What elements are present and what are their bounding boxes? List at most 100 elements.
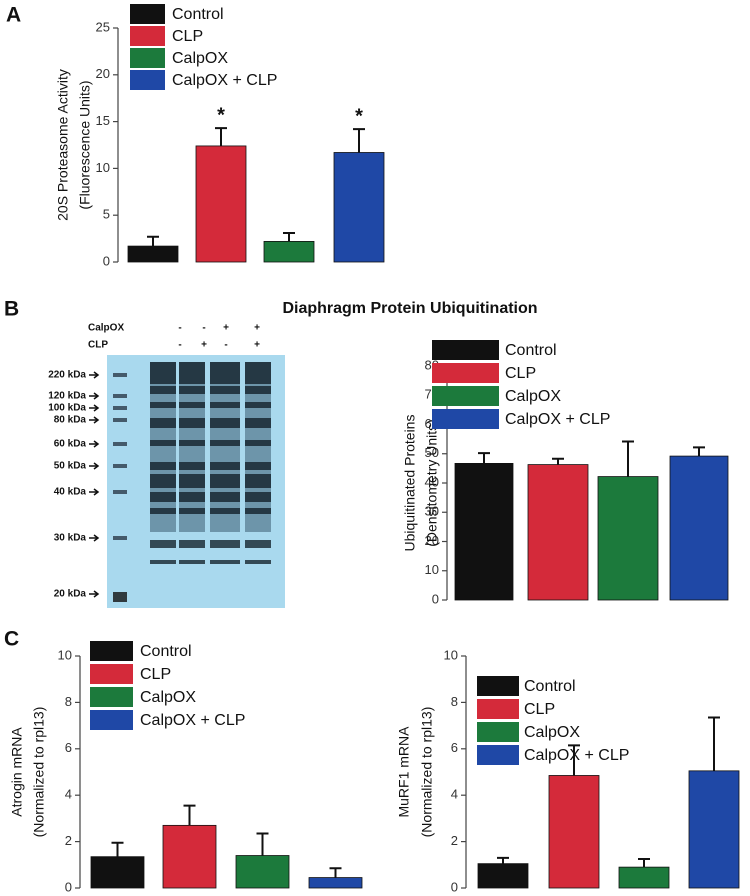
lane-band bbox=[150, 462, 176, 470]
marker-arrow bbox=[89, 488, 100, 496]
lane-band bbox=[179, 540, 205, 548]
lane-band bbox=[245, 508, 271, 514]
marker-arrow bbox=[89, 392, 100, 400]
bar bbox=[688, 770, 740, 889]
bar bbox=[308, 877, 363, 889]
error-bar bbox=[552, 457, 564, 465]
lane-band bbox=[179, 560, 205, 564]
marker-arrow bbox=[89, 371, 100, 379]
blot-sign: + bbox=[254, 340, 260, 351]
legend-label: Control bbox=[524, 678, 576, 695]
bar bbox=[597, 476, 659, 601]
bar bbox=[454, 463, 514, 601]
legend-label: CLP bbox=[172, 28, 203, 45]
legend-label: CalpOX bbox=[140, 689, 196, 706]
y-tick-label: 0 bbox=[65, 879, 72, 894]
blot-marker: 30 kDa bbox=[54, 533, 87, 544]
error-bar bbox=[693, 446, 705, 457]
blot-sign: - bbox=[178, 340, 181, 351]
lane-band bbox=[179, 418, 205, 428]
lane-band bbox=[179, 386, 205, 394]
marker-arrow bbox=[89, 534, 100, 542]
marker-arrow bbox=[89, 404, 100, 412]
ladder-band bbox=[113, 406, 127, 410]
blot-marker: 120 kDa bbox=[48, 391, 86, 402]
bar bbox=[527, 464, 589, 601]
lane-band bbox=[245, 540, 271, 548]
significance-marker: * bbox=[217, 104, 225, 126]
bar bbox=[669, 455, 729, 601]
lane-band bbox=[245, 440, 271, 446]
legend-label: Control bbox=[505, 342, 557, 359]
marker-arrow bbox=[89, 440, 100, 448]
y-tick-label: 0 bbox=[432, 591, 439, 606]
legend-label: CalpOX bbox=[524, 724, 580, 741]
bar bbox=[333, 152, 385, 263]
y-tick-label: 5 bbox=[103, 207, 110, 222]
blot-row-label: CLP bbox=[88, 340, 108, 351]
y-tick-label: 10 bbox=[425, 562, 439, 577]
lane-band bbox=[179, 440, 205, 446]
lane-band bbox=[245, 362, 271, 384]
ladder-band bbox=[113, 536, 127, 540]
legend-label: CalpOX + CLP bbox=[172, 72, 277, 89]
lane-band bbox=[245, 402, 271, 408]
bar bbox=[477, 863, 529, 889]
y-tick-label: 40 bbox=[425, 474, 439, 489]
legend-label: CalpOX + CLP bbox=[524, 747, 629, 764]
ladder-band bbox=[113, 592, 127, 602]
bar bbox=[127, 245, 179, 263]
lane-band bbox=[245, 386, 271, 394]
y-tick-label: 20 bbox=[425, 533, 439, 548]
blot-marker: 100 kDa bbox=[48, 403, 86, 414]
lane-band bbox=[245, 492, 271, 502]
ladder-band bbox=[113, 418, 127, 422]
legend-swatch bbox=[90, 664, 133, 684]
lane-band bbox=[210, 440, 240, 446]
lane-band bbox=[179, 492, 205, 502]
y-tick-label: 2 bbox=[451, 833, 458, 848]
y-axis-label: 20S Proteasome Activity bbox=[55, 69, 71, 221]
legend-swatch bbox=[130, 4, 165, 24]
lane-band bbox=[179, 362, 205, 384]
marker-arrow bbox=[89, 416, 100, 424]
legend-swatch bbox=[130, 26, 165, 46]
y-tick-label: 10 bbox=[58, 647, 72, 662]
legend-swatch bbox=[90, 687, 133, 707]
y-axis-label: MuRF1 mRNA bbox=[396, 726, 412, 818]
error-bar bbox=[478, 452, 490, 464]
y-tick-label: 15 bbox=[96, 113, 110, 128]
ladder-band bbox=[113, 373, 127, 377]
legend-label: CalpOX + CLP bbox=[505, 411, 610, 428]
lane-band bbox=[150, 560, 176, 564]
legend-label: Control bbox=[140, 643, 192, 660]
y-axis-label: (Normalized to rpl13) bbox=[419, 707, 435, 838]
ladder-band bbox=[113, 490, 127, 494]
chart-title: Diaphragm Protein Ubiquitination bbox=[282, 300, 537, 317]
error-bar bbox=[497, 856, 509, 864]
legend-swatch bbox=[432, 409, 499, 429]
y-axis-label: Atrogin mRNA bbox=[9, 727, 25, 817]
y-axis-label: (Normalized to rpl13) bbox=[31, 707, 47, 838]
lane-band bbox=[245, 560, 271, 564]
blot-bands bbox=[113, 362, 271, 602]
blot-sign: - bbox=[178, 323, 181, 334]
bar bbox=[263, 241, 315, 263]
legend-swatch bbox=[477, 722, 519, 742]
lane-band bbox=[245, 474, 271, 488]
blot-marker: 20 kDa bbox=[54, 589, 87, 600]
lane-band bbox=[210, 418, 240, 428]
y-tick-label: 20 bbox=[96, 66, 110, 81]
lane-band bbox=[210, 362, 240, 384]
blot-marker: 60 kDa bbox=[54, 439, 87, 450]
lane-band bbox=[150, 386, 176, 394]
y-tick-label: 30 bbox=[425, 504, 439, 519]
bar bbox=[195, 145, 247, 263]
ladder-band bbox=[113, 464, 127, 468]
legend-swatch bbox=[130, 48, 165, 68]
panel-label: A bbox=[6, 4, 21, 27]
y-tick-label: 10 bbox=[444, 647, 458, 662]
lane-band bbox=[210, 462, 240, 470]
legend-label: CLP bbox=[505, 365, 536, 382]
legend-swatch bbox=[477, 745, 519, 765]
